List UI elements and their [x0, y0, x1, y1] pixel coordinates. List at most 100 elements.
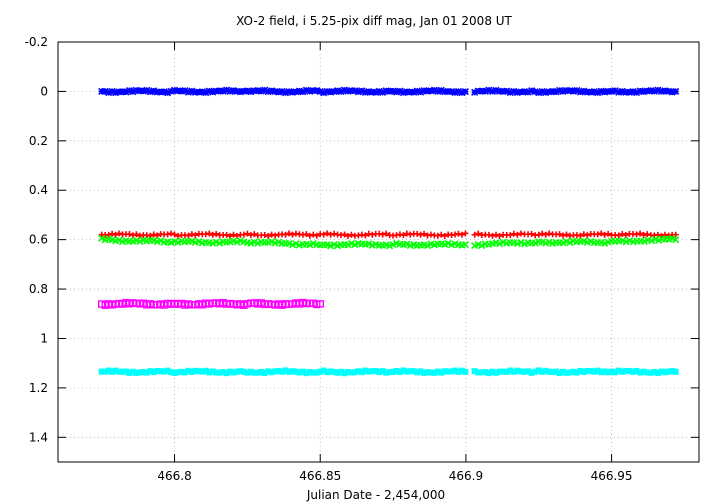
- data-point: [393, 367, 400, 374]
- data-point: [147, 232, 154, 239]
- data-point: [275, 367, 282, 374]
- data-point: [452, 367, 459, 374]
- data-point: [427, 87, 435, 95]
- data-point: [403, 88, 411, 96]
- data-point: [157, 368, 164, 375]
- data-point: [219, 87, 227, 95]
- data-point: [414, 369, 421, 376]
- data-point: [506, 88, 514, 97]
- data-point: [532, 368, 539, 375]
- data-point: [528, 87, 536, 95]
- data-point: [240, 87, 248, 95]
- data-point: [597, 87, 605, 95]
- data-point: [118, 88, 127, 96]
- data-point: [379, 368, 386, 375]
- data-point: [334, 87, 342, 95]
- data-point: [154, 367, 161, 374]
- data-point: [112, 231, 119, 238]
- data-point: [615, 88, 623, 96]
- data-point: [563, 369, 570, 376]
- y-tick-label: 1.2: [29, 381, 48, 395]
- data-point: [611, 87, 619, 95]
- data-point: [496, 368, 503, 375]
- y-tick-label: 1.4: [29, 430, 48, 444]
- data-point: [223, 86, 231, 94]
- data-point: [389, 87, 397, 95]
- data-point: [382, 87, 390, 95]
- data-point: [499, 87, 507, 96]
- data-point: [444, 87, 452, 96]
- data-point: [383, 369, 390, 376]
- data-point: [482, 369, 489, 376]
- data-point: [458, 367, 465, 374]
- data-point: [580, 87, 588, 95]
- data-point: [272, 368, 279, 375]
- data-point: [528, 230, 535, 237]
- data-point: [122, 88, 130, 96]
- data-point: [157, 237, 165, 245]
- data-point: [644, 369, 651, 376]
- data-point: [338, 368, 345, 375]
- y-tick-label: 1: [40, 331, 48, 345]
- data-point: [665, 87, 673, 95]
- data-point: [507, 367, 514, 374]
- data-point: [644, 231, 651, 238]
- data-point: [310, 231, 317, 238]
- data-point: [553, 368, 560, 375]
- data-point: [247, 88, 255, 96]
- data-point: [400, 232, 407, 239]
- data-point: [513, 88, 521, 97]
- data-point: [168, 369, 175, 376]
- data-point: [320, 231, 327, 238]
- data-point: [651, 368, 658, 375]
- data-point: [629, 368, 636, 375]
- y-tick-labels: -0.2 0 0.2 0.4 0.6 0.8 1 1.2 1.4: [25, 35, 48, 444]
- data-point: [105, 231, 112, 238]
- data-point: [510, 87, 518, 95]
- data-point: [205, 87, 213, 95]
- data-point: [317, 368, 324, 375]
- data-point: [313, 369, 320, 376]
- data-point: [139, 87, 147, 95]
- data-point: [549, 87, 557, 95]
- data-point: [396, 87, 404, 95]
- data-point: [279, 368, 286, 375]
- data-point: [587, 367, 594, 374]
- data-point: [437, 86, 445, 94]
- data-point: [640, 237, 648, 246]
- data-point: [230, 231, 237, 238]
- data-point: [542, 231, 549, 238]
- data-point: [112, 367, 119, 374]
- data-point: [488, 87, 497, 95]
- data-point: [105, 88, 113, 97]
- data-point: [129, 232, 136, 239]
- tick-marks: [58, 41, 699, 462]
- data-point: [538, 87, 546, 96]
- data-point: [601, 368, 608, 375]
- data-point: [254, 87, 262, 95]
- data-point: [327, 231, 334, 238]
- data-point: [264, 88, 272, 96]
- data-point: [286, 230, 293, 237]
- data-point: [369, 368, 376, 375]
- data-point: [421, 230, 428, 237]
- data-point: [569, 87, 578, 95]
- data-point: [299, 368, 306, 375]
- data-point: [209, 368, 216, 375]
- data-point: [164, 367, 171, 374]
- data-point: [310, 369, 317, 376]
- data-point: [216, 87, 224, 95]
- data-point: [254, 369, 261, 376]
- data-point: [147, 368, 154, 375]
- data-point: [340, 86, 349, 94]
- data-point: [427, 369, 434, 376]
- data-point: [251, 231, 258, 238]
- data-point: [672, 236, 680, 244]
- data-point: [434, 368, 441, 375]
- series-3: [98, 234, 680, 250]
- data-point: [672, 368, 679, 375]
- data-point: [213, 230, 220, 237]
- data-point: [230, 369, 237, 376]
- data-point: [337, 88, 345, 96]
- data-point: [421, 369, 428, 376]
